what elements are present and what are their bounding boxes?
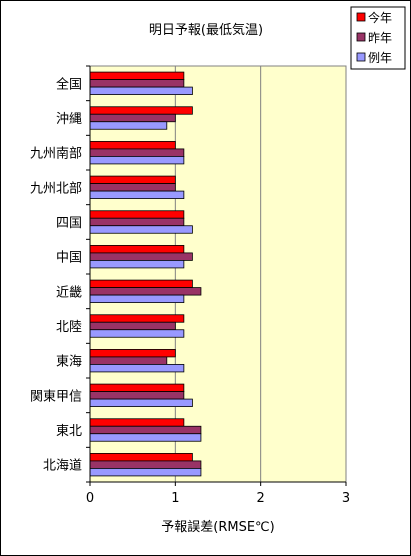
bar-例年 [89,433,202,442]
bar-今年 [89,71,185,80]
category-label: 中国 [56,251,82,266]
category-label: 九州南部 [30,146,82,162]
bar-今年 [89,418,185,427]
category-label: 九州北部 [30,181,82,196]
category-label: 関東甲信 [30,388,82,404]
bar-今年 [89,383,185,392]
legend-swatch-例年 [356,52,366,62]
bar-例年 [89,398,193,407]
category-label: 四国 [56,216,82,231]
bar-例年 [89,86,193,95]
bar-例年 [89,294,185,303]
bar-例年 [89,468,202,477]
bar-昨年 [89,287,202,296]
bar-昨年 [89,460,202,469]
bar-昨年 [89,252,193,261]
gridlines [174,66,262,482]
bar-昨年 [89,356,168,365]
bar-昨年 [89,217,185,227]
chart-title: 明日予報(最低気温) [149,22,263,38]
legend-label-例年: 例年 [368,51,392,65]
bar-昨年 [89,79,185,88]
bar-昨年 [89,425,202,435]
category-label: 近畿 [56,285,82,300]
bar-昨年 [89,321,176,331]
category-label: 東海 [56,354,82,370]
legend-swatch-今年 [356,12,366,22]
bar-例年 [89,156,185,165]
bar-例年 [89,190,185,199]
category-label: 北陸 [56,319,82,335]
value-tick-label: 3 [342,491,350,506]
category-label: 沖縄 [56,112,82,127]
bar-今年 [89,245,185,254]
x-axis-label: 予報誤差(RMSE℃) [161,519,274,535]
bar-今年 [89,106,193,115]
bar-例年 [89,260,185,269]
category-label: 東北 [56,423,82,439]
value-axis: 0 1 2 3 [86,481,350,506]
bar-今年 [89,349,176,358]
bar-例年 [89,364,185,373]
value-tick-label: 1 [171,491,179,506]
value-tick-label: 2 [257,491,265,506]
bar-例年 [89,225,193,234]
bar-昨年 [89,391,185,400]
legend-swatch-昨年 [356,32,366,42]
bar-今年 [89,175,176,184]
legend-label-今年: 今年 [368,10,392,25]
bar-昨年 [89,183,176,192]
bar-今年 [89,210,185,219]
bar-例年 [89,329,185,338]
bar-今年 [89,279,193,288]
value-tick-label: 0 [86,491,94,506]
bar-例年 [89,121,168,130]
category-label: 北海道 [43,459,82,474]
bar-今年 [89,314,185,323]
legend-label-昨年: 昨年 [368,31,392,45]
bar-昨年 [89,148,185,157]
bar-今年 [89,453,193,462]
bar-昨年 [89,113,176,123]
bar-今年 [89,141,176,150]
category-label: 全国 [56,76,82,92]
plot-area [89,65,347,483]
